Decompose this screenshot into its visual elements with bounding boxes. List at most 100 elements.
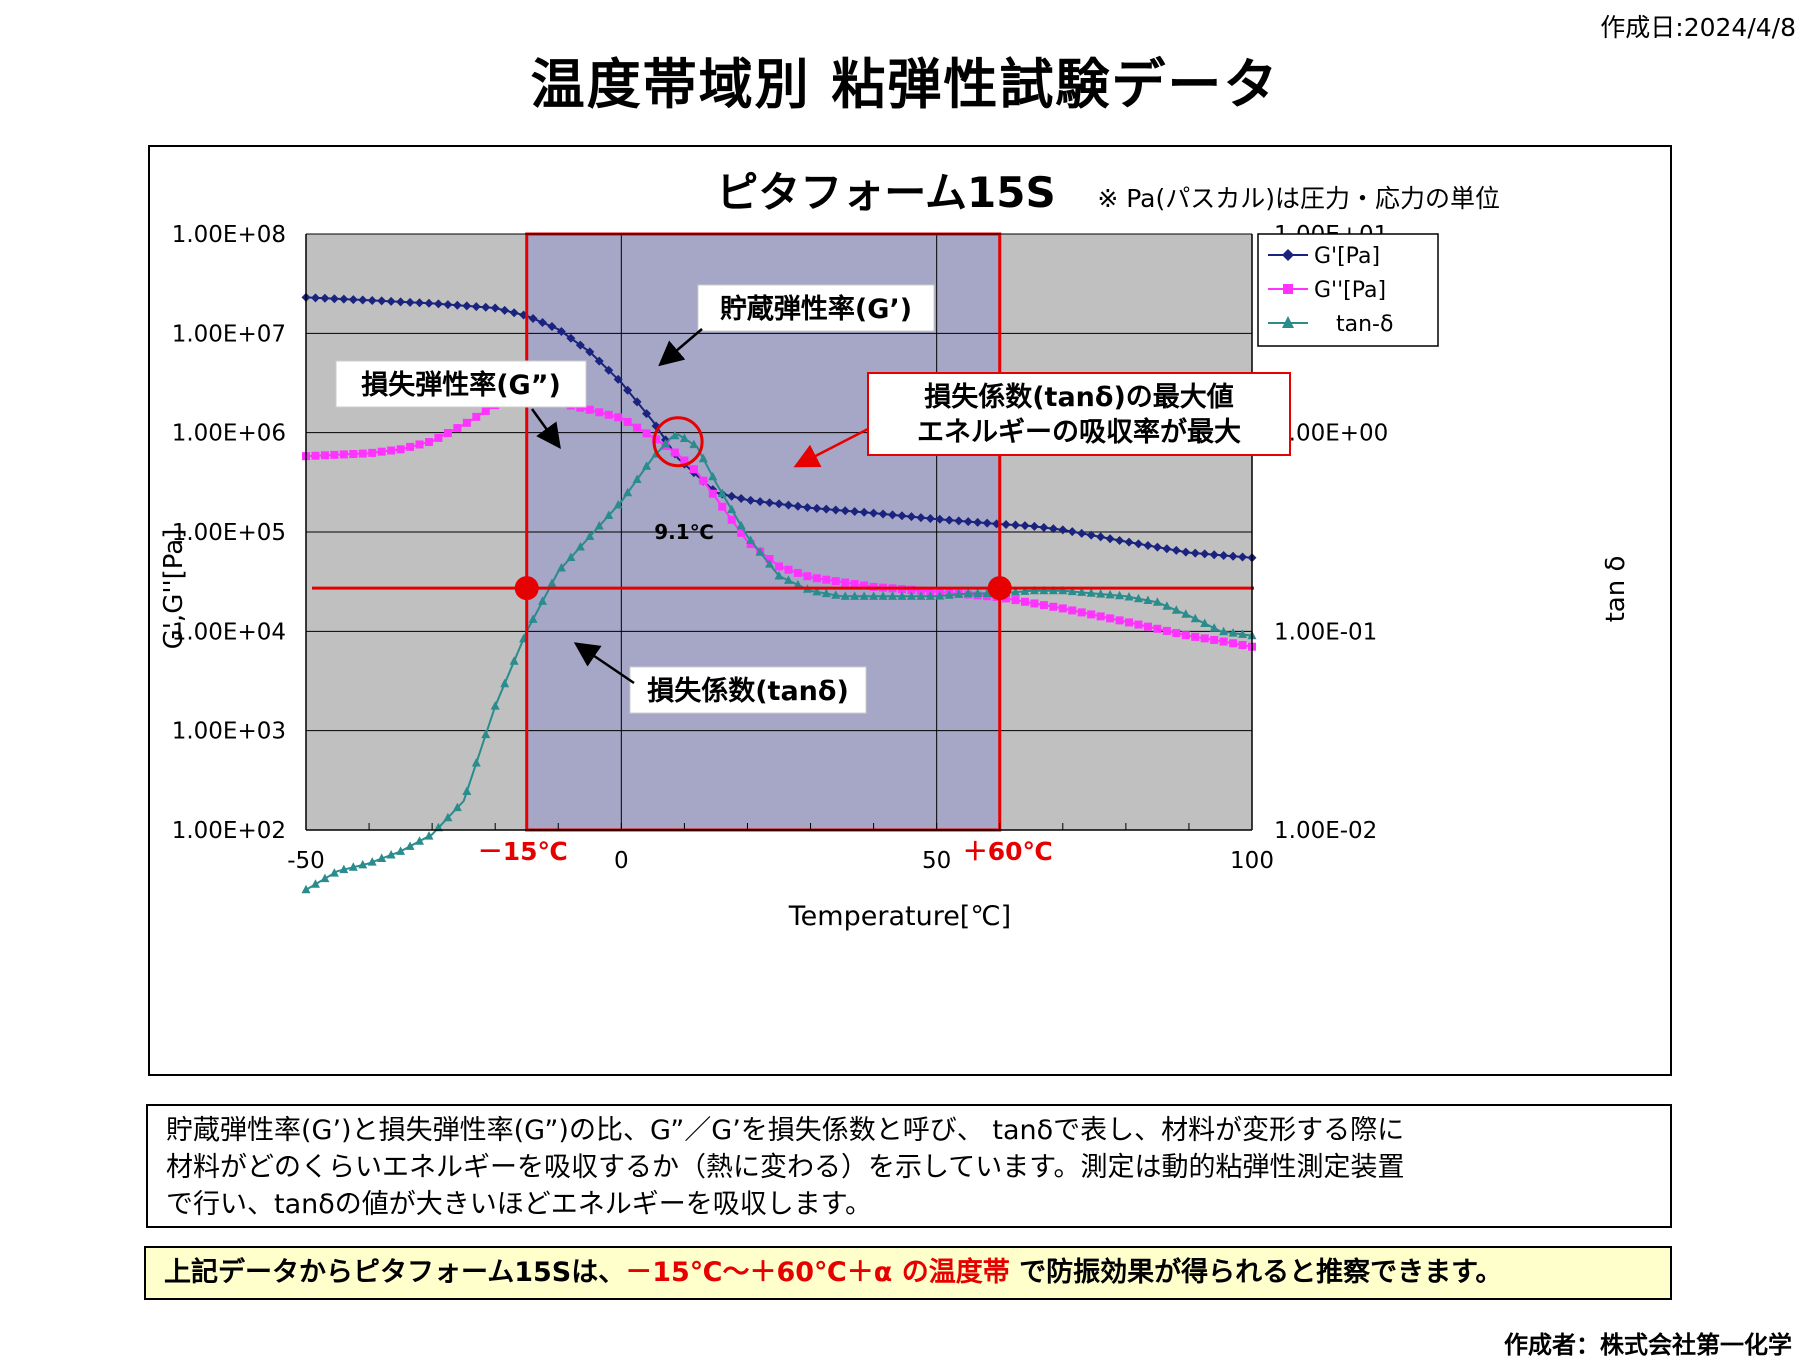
data-point-g-double <box>1087 610 1096 619</box>
data-point-g-prime <box>935 514 945 524</box>
data-point-g-double <box>1134 620 1143 629</box>
data-point-g-double <box>595 408 604 417</box>
data-point-g-double <box>349 450 358 459</box>
data-point-tan-delta <box>575 542 585 551</box>
description-line: で行い、tanδの値が大きいほどエネルギーを吸収します。 <box>166 1189 873 1220</box>
data-point-g-double <box>1049 602 1058 611</box>
data-point-g-double <box>916 586 925 595</box>
data-point-g-double <box>652 435 661 444</box>
data-point-g-prime <box>642 409 652 419</box>
y-tick-label-left: 1.00E+04 <box>172 619 286 645</box>
data-point-g-double <box>1219 637 1228 646</box>
data-point-tan-delta <box>708 471 718 481</box>
data-point-tan-delta <box>556 563 566 572</box>
data-point-g-prime <box>1181 547 1191 557</box>
y-tick-label-left: 1.00E+05 <box>172 520 286 546</box>
y-tick-label-left: 1.00E+03 <box>172 719 286 745</box>
chart-frame: ピタフォーム15S ※ Pa(パスカル)は圧力・応力の単位 －15℃ ＋60℃ 9.… <box>148 145 1672 1076</box>
callout-loss-factor-text: 損失係数(tanδ) <box>647 676 849 707</box>
band-start-marker <box>514 576 539 601</box>
data-point-tan-delta <box>755 547 765 556</box>
callout-peak-line2: エネルギーの吸収率が最大 <box>917 416 1241 448</box>
data-point-g-double <box>1200 634 1209 643</box>
author: 作成者：株式会社第一化学 <box>1504 1331 1792 1359</box>
data-point-tan-delta <box>783 575 793 584</box>
data-point-g-double <box>1106 614 1115 623</box>
conclusion-highlight: －15℃～＋60℃＋α の温度帯 <box>625 1257 1010 1288</box>
data-point-tan-delta <box>906 591 916 600</box>
peak-temperature-label: 9.1℃ <box>654 520 714 544</box>
data-point-tan-delta <box>377 853 387 863</box>
data-point-g-prime <box>604 365 614 375</box>
data-point-tan-delta <box>888 591 898 600</box>
data-point-tan-delta <box>869 591 879 600</box>
data-point-g-prime <box>1171 545 1181 555</box>
data-point-g-prime <box>329 294 339 304</box>
data-point-g-prime <box>954 516 964 526</box>
data-point-tan-delta <box>528 614 538 623</box>
x-tick-label: 0 <box>614 848 629 874</box>
data-point-g-double <box>670 448 679 457</box>
data-point-g-prime <box>1048 524 1058 534</box>
data-point-g-prime <box>358 295 368 305</box>
band-end-label: ＋60℃ <box>963 837 1053 866</box>
data-point-g-prime <box>897 511 907 521</box>
data-point-g-double <box>1229 639 1238 648</box>
data-point-tan-delta <box>944 590 954 599</box>
data-point-tan-delta <box>982 588 992 598</box>
data-point-g-prime <box>963 517 973 527</box>
data-point-tan-delta <box>1152 597 1162 606</box>
data-point-g-prime <box>1105 534 1115 544</box>
data-point-g-double <box>472 412 481 421</box>
data-point-tan-delta <box>1067 586 1077 596</box>
data-point-g-double <box>339 450 348 459</box>
data-point-g-prime <box>547 322 557 332</box>
data-point-g-prime <box>774 499 784 509</box>
data-point-g-double <box>850 580 859 589</box>
data-point-g-double <box>775 562 783 571</box>
data-point-g-prime <box>1209 550 1219 560</box>
conclusion-box: 上記データからピタフォーム15Sは、－15℃～＋60℃＋α の温度帯 で防振効果… <box>144 1246 1672 1300</box>
data-point-g-double <box>453 424 462 433</box>
data-point-tan-delta <box>1115 590 1125 600</box>
data-point-g-prime <box>831 505 841 515</box>
chart-title: ピタフォーム15S <box>716 168 1055 217</box>
data-point-tan-delta <box>329 868 339 877</box>
data-point-tan-delta <box>490 701 500 710</box>
data-point-tan-delta <box>367 857 377 866</box>
data-point-g-prime <box>1001 520 1011 530</box>
y-tick-label-left: 1.00E+07 <box>172 321 286 347</box>
data-point-g-double <box>699 476 708 485</box>
data-point-g-double <box>1172 629 1181 638</box>
y-tick-label-right: 1.00E-01 <box>1274 619 1377 645</box>
data-point-g-double <box>1002 594 1011 603</box>
data-point-g-prime <box>906 512 916 522</box>
data-point-g-prime <box>538 318 547 328</box>
data-point-g-double <box>831 577 840 586</box>
y-tick-label-left: 1.00E+08 <box>172 222 286 248</box>
viscoelastic-chart: ピタフォーム15S ※ Pa(パスカル)は圧力・応力の単位 －15℃ ＋60℃ 9.… <box>159 168 1631 932</box>
data-point-tan-delta <box>1171 605 1181 614</box>
data-point-g-double <box>424 438 433 447</box>
data-point-g-double <box>689 465 698 474</box>
data-point-g-prime <box>925 513 935 523</box>
data-point-tan-delta <box>547 578 557 587</box>
data-point-tan-delta <box>415 836 425 845</box>
data-point-g-double <box>803 572 812 581</box>
data-point-g-prime <box>850 507 860 517</box>
data-point-g-prime <box>320 293 330 303</box>
data-point-g-double <box>822 575 831 584</box>
data-point-tan-delta <box>765 559 775 568</box>
data-point-g-prime <box>1039 523 1049 533</box>
data-point-tan-delta <box>1190 613 1200 623</box>
data-point-g-double <box>784 565 793 574</box>
data-point-tan-delta <box>396 846 406 855</box>
data-point-g-prime <box>462 301 472 311</box>
data-point-tan-delta <box>973 588 983 598</box>
data-point-g-double <box>793 568 802 577</box>
data-point-tan-delta <box>831 590 841 599</box>
data-point-tan-delta <box>1238 629 1248 638</box>
y-tick-label-left: 1.00E+02 <box>172 818 286 844</box>
data-point-tan-delta <box>925 591 935 600</box>
band-start-label: －15℃ <box>478 837 568 866</box>
